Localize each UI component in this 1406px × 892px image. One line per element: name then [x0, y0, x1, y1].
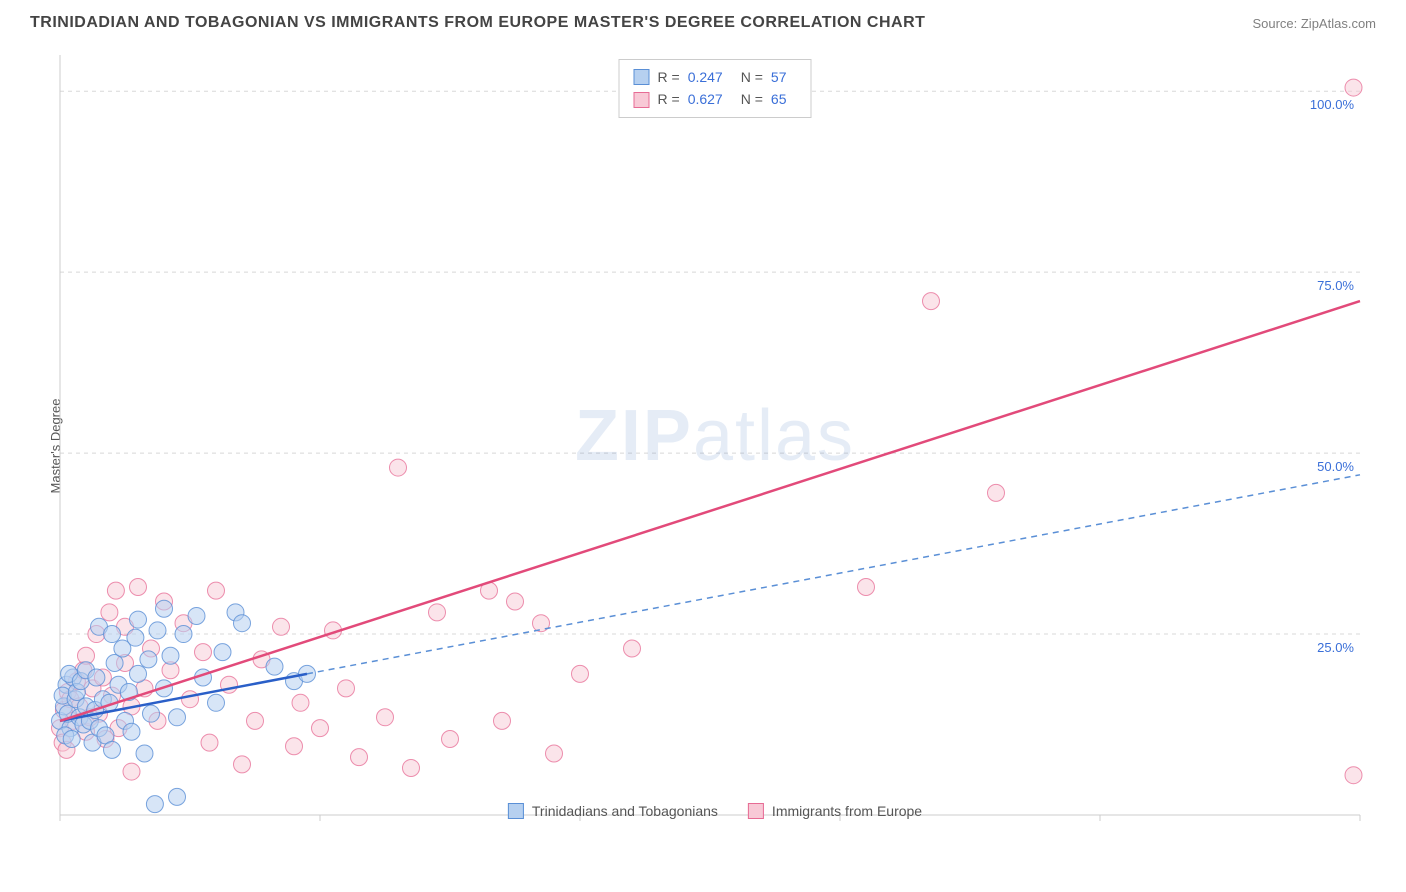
data-point: [377, 709, 394, 726]
data-point: [169, 788, 186, 805]
r-value: 0.247: [688, 66, 723, 88]
source-label: Source: ZipAtlas.com: [1252, 16, 1376, 31]
r-label: R =: [658, 66, 680, 88]
data-point: [312, 720, 329, 737]
data-point: [182, 691, 199, 708]
y-tick-label: 50.0%: [1317, 459, 1354, 474]
data-point: [123, 763, 140, 780]
data-point: [195, 644, 212, 661]
data-point: [403, 759, 420, 776]
data-point: [988, 484, 1005, 501]
data-point: [234, 615, 251, 632]
data-point: [149, 622, 166, 639]
data-point: [214, 644, 231, 661]
data-point: [546, 745, 563, 762]
legend-swatch: [634, 69, 650, 85]
n-value: 57: [771, 66, 787, 88]
data-point: [494, 712, 511, 729]
data-point: [208, 694, 225, 711]
data-point: [169, 709, 186, 726]
data-point: [208, 582, 225, 599]
legend-item: Trinidadians and Tobagonians: [508, 803, 718, 819]
y-tick-label: 100.0%: [1310, 97, 1355, 112]
data-point: [63, 731, 80, 748]
data-point: [136, 745, 153, 762]
data-point: [572, 665, 589, 682]
legend-item: Immigrants from Europe: [748, 803, 922, 819]
data-point: [1345, 79, 1362, 96]
legend-stat-row: R = 0.247 N = 57: [634, 66, 797, 88]
data-point: [140, 651, 157, 668]
n-value: 65: [771, 88, 787, 110]
data-point: [273, 618, 290, 635]
data-point: [130, 665, 147, 682]
data-point: [429, 604, 446, 621]
data-point: [143, 705, 160, 722]
data-point: [923, 293, 940, 310]
legend-swatch: [748, 803, 764, 819]
data-point: [1345, 767, 1362, 784]
data-point: [286, 738, 303, 755]
data-point: [127, 629, 144, 646]
data-point: [390, 459, 407, 476]
y-tick-label: 25.0%: [1317, 640, 1354, 655]
legend-stats: R = 0.247 N = 57 R = 0.627 N = 65: [619, 59, 812, 118]
legend-swatch: [634, 92, 650, 108]
data-point: [266, 658, 283, 675]
data-point: [130, 579, 147, 596]
data-point: [88, 669, 105, 686]
data-point: [624, 640, 641, 657]
data-point: [247, 712, 264, 729]
legend-label: Immigrants from Europe: [772, 803, 922, 819]
data-point: [188, 607, 205, 624]
data-point: [338, 680, 355, 697]
data-point: [146, 796, 163, 813]
trend-line-extension: [307, 475, 1360, 674]
data-point: [351, 749, 368, 766]
chart-title: TRINIDADIAN AND TOBAGONIAN VS IMMIGRANTS…: [30, 14, 925, 32]
n-label: N =: [741, 66, 763, 88]
y-tick-label: 75.0%: [1317, 278, 1354, 293]
data-point: [130, 611, 147, 628]
data-point: [104, 626, 121, 643]
data-point: [162, 647, 179, 664]
data-point: [175, 626, 192, 643]
legend-label: Trinidadians and Tobagonians: [532, 803, 718, 819]
chart-area: 25.0%50.0%75.0%100.0%0.0%100.0% ZIPatlas…: [50, 55, 1380, 825]
r-label: R =: [658, 88, 680, 110]
legend-stat-row: R = 0.627 N = 65: [634, 88, 797, 110]
data-point: [507, 593, 524, 610]
data-point: [107, 582, 124, 599]
r-value: 0.627: [688, 88, 723, 110]
data-point: [234, 756, 251, 773]
data-point: [104, 741, 121, 758]
n-label: N =: [741, 88, 763, 110]
scatter-chart: 25.0%50.0%75.0%100.0%0.0%100.0%: [50, 55, 1380, 825]
data-point: [442, 731, 459, 748]
data-point: [156, 600, 173, 617]
data-point: [201, 734, 218, 751]
legend-series: Trinidadians and Tobagonians Immigrants …: [508, 803, 922, 819]
data-point: [292, 694, 309, 711]
data-point: [858, 579, 875, 596]
legend-swatch: [508, 803, 524, 819]
data-point: [123, 723, 140, 740]
data-point: [101, 604, 118, 621]
